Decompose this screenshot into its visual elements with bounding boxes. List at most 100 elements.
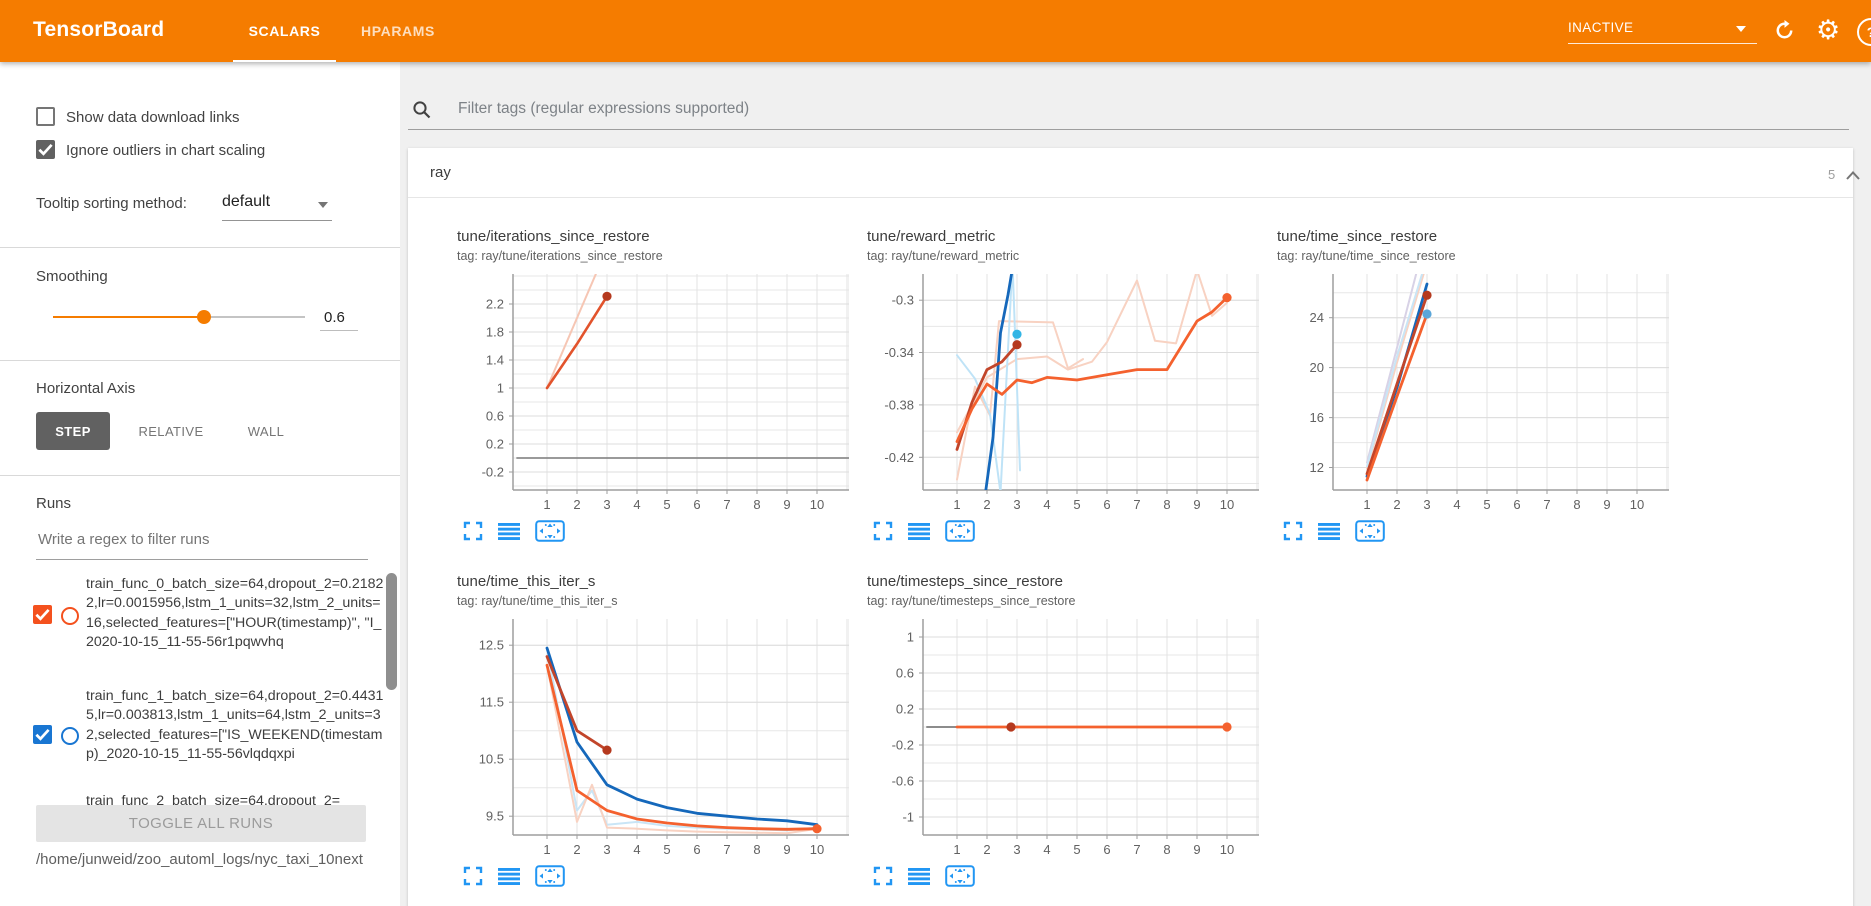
svg-text:8: 8 <box>1573 497 1580 512</box>
svg-text:5: 5 <box>663 842 670 857</box>
run-name: train_func_0_batch_size=64,dropout_2=0.2… <box>86 576 384 651</box>
run-name: train_func_1_batch_size=64,dropout_2=0.4… <box>86 688 384 763</box>
fit-domain-icon[interactable] <box>1355 520 1385 542</box>
svg-text:9.5: 9.5 <box>486 809 504 824</box>
tooltip-sorting-select[interactable]: default <box>222 193 271 210</box>
run-status-select[interactable]: INACTIVE <box>1568 20 1634 35</box>
filter-tags-input[interactable] <box>456 95 1840 123</box>
axis-relative-button[interactable]: RELATIVE <box>138 423 204 439</box>
svg-text:-0.6: -0.6 <box>892 774 914 789</box>
data-rows-icon[interactable] <box>498 867 520 885</box>
data-rows-icon[interactable] <box>1318 522 1340 540</box>
svg-text:1: 1 <box>953 842 960 857</box>
tab-scalars[interactable]: SCALARS <box>233 0 336 62</box>
chart-actions <box>873 865 975 887</box>
fullscreen-icon[interactable] <box>463 521 483 541</box>
axis-step-button[interactable]: STEP <box>36 412 110 450</box>
chart-tag: tag: ray/tune/time_since_restore <box>1277 249 1456 263</box>
chart-title: tune/timesteps_since_restore <box>867 573 1063 590</box>
svg-text:16: 16 <box>1310 410 1324 425</box>
chart-plot[interactable]: 1 0.6 0.2 -0.2 -0.6 -1 1 2 3 4 5 6 7 8 9 10 <box>859 573 1260 873</box>
svg-text:1: 1 <box>1363 497 1370 512</box>
svg-text:5: 5 <box>663 497 670 512</box>
svg-text:4: 4 <box>1043 842 1050 857</box>
chart-title: tune/reward_metric <box>867 228 996 245</box>
svg-text:5: 5 <box>1073 842 1080 857</box>
chart-tag: tag: ray/tune/timesteps_since_restore <box>867 594 1076 608</box>
fullscreen-icon[interactable] <box>1283 521 1303 541</box>
svg-text:7: 7 <box>1133 497 1140 512</box>
chart-card: 12.5 11.5 10.5 9.5 1 2 3 4 5 6 7 8 9 10 tune/time_thi… <box>449 573 850 903</box>
data-rows-icon[interactable] <box>908 867 930 885</box>
svg-text:6: 6 <box>693 497 700 512</box>
fit-domain-icon[interactable] <box>945 865 975 887</box>
tag-group-name: ray <box>430 164 451 181</box>
ignore-outliers-checkbox[interactable] <box>36 140 55 159</box>
svg-text:0.6: 0.6 <box>486 409 504 424</box>
chart-plot[interactable]: -0.3 -0.34 -0.38 -0.42 1 2 3 4 5 6 7 8 9 10 <box>859 228 1260 528</box>
divider <box>0 475 400 476</box>
svg-text:3: 3 <box>1423 497 1430 512</box>
chart-title: tune/iterations_since_restore <box>457 228 650 245</box>
tab-hparams[interactable]: HPARAMS <box>361 23 435 39</box>
svg-text:9: 9 <box>1603 497 1610 512</box>
chart-plot[interactable]: 2.2 1.8 1.4 1 0.6 0.2 -0.2 1 2 3 4 5 6 7 8 9 10 <box>449 228 850 528</box>
runs-filter-input[interactable] <box>36 530 370 549</box>
caret-down-icon[interactable] <box>1736 26 1746 32</box>
chevron-up-icon[interactable] <box>1845 168 1861 186</box>
svg-text:6: 6 <box>693 842 700 857</box>
show-download-links-checkbox[interactable] <box>36 107 55 126</box>
runs-label: Runs <box>36 495 72 512</box>
axis-wall-button[interactable]: WALL <box>247 423 285 439</box>
runs-filter-underline <box>36 559 368 560</box>
svg-text:4: 4 <box>1453 497 1460 512</box>
svg-text:2: 2 <box>1393 497 1400 512</box>
svg-text:5: 5 <box>1073 497 1080 512</box>
help-icon[interactable]: ? <box>1857 18 1871 46</box>
svg-text:10: 10 <box>1220 497 1234 512</box>
chart-title: tune/time_this_iter_s <box>457 573 596 590</box>
fullscreen-icon[interactable] <box>873 521 893 541</box>
fit-domain-icon[interactable] <box>535 865 565 887</box>
svg-text:7: 7 <box>1133 842 1140 857</box>
chart-card: 2.2 1.8 1.4 1 0.6 0.2 -0.2 1 2 3 4 5 6 7 8 9 10 tune/ite… <box>449 228 850 558</box>
tag-group-count: 5 <box>1828 167 1836 182</box>
data-rows-icon[interactable] <box>498 522 520 540</box>
svg-text:8: 8 <box>753 497 760 512</box>
app-logo: TensorBoard <box>33 18 165 41</box>
svg-text:3: 3 <box>1013 497 1020 512</box>
svg-text:0.2: 0.2 <box>896 702 914 717</box>
smoothing-label: Smoothing <box>36 268 108 285</box>
svg-text:-0.38: -0.38 <box>884 397 914 412</box>
caret-down-icon[interactable] <box>318 202 328 208</box>
svg-text:9: 9 <box>1193 842 1200 857</box>
fit-domain-icon[interactable] <box>945 520 975 542</box>
smoothing-slider-knob[interactable] <box>197 310 212 324</box>
tag-group-card: ray 5 2.2 1.8 1.4 1 0.6 0.2 -0.2 1 2 3 4 5 6 7 8 9 10 tu… <box>408 148 1860 906</box>
run-checkbox[interactable] <box>33 725 52 744</box>
sidebar-scrollbar-thumb[interactable] <box>386 573 397 690</box>
run-checkbox[interactable] <box>33 605 52 624</box>
gear-icon[interactable]: ⚙ <box>1816 15 1841 45</box>
data-rows-icon[interactable] <box>908 522 930 540</box>
tag-group-header[interactable]: ray 5 <box>408 148 1860 198</box>
svg-text:4: 4 <box>633 842 640 857</box>
status-select-underline <box>1568 43 1757 44</box>
chart-plot[interactable]: 12.5 11.5 10.5 9.5 1 2 3 4 5 6 7 8 9 10 <box>449 573 850 873</box>
chart-tag: tag: ray/tune/reward_metric <box>867 249 1020 263</box>
fullscreen-icon[interactable] <box>873 866 893 886</box>
run-color-radio[interactable] <box>61 727 79 745</box>
smoothing-value[interactable]: 0.6 <box>324 309 345 326</box>
refresh-icon[interactable] <box>1773 19 1796 47</box>
fullscreen-icon[interactable] <box>463 866 483 886</box>
run-color-radio[interactable] <box>61 607 79 625</box>
fit-domain-icon[interactable] <box>535 520 565 542</box>
svg-text:4: 4 <box>1043 497 1050 512</box>
log-directory-path: /home/junweid/zoo_automl_logs/nyc_taxi_1… <box>36 851 363 868</box>
svg-text:2: 2 <box>983 842 990 857</box>
toggle-all-runs-button[interactable]: TOGGLE ALL RUNS <box>36 805 366 842</box>
svg-text:6: 6 <box>1513 497 1520 512</box>
svg-text:10: 10 <box>810 842 824 857</box>
svg-text:20: 20 <box>1310 360 1324 375</box>
